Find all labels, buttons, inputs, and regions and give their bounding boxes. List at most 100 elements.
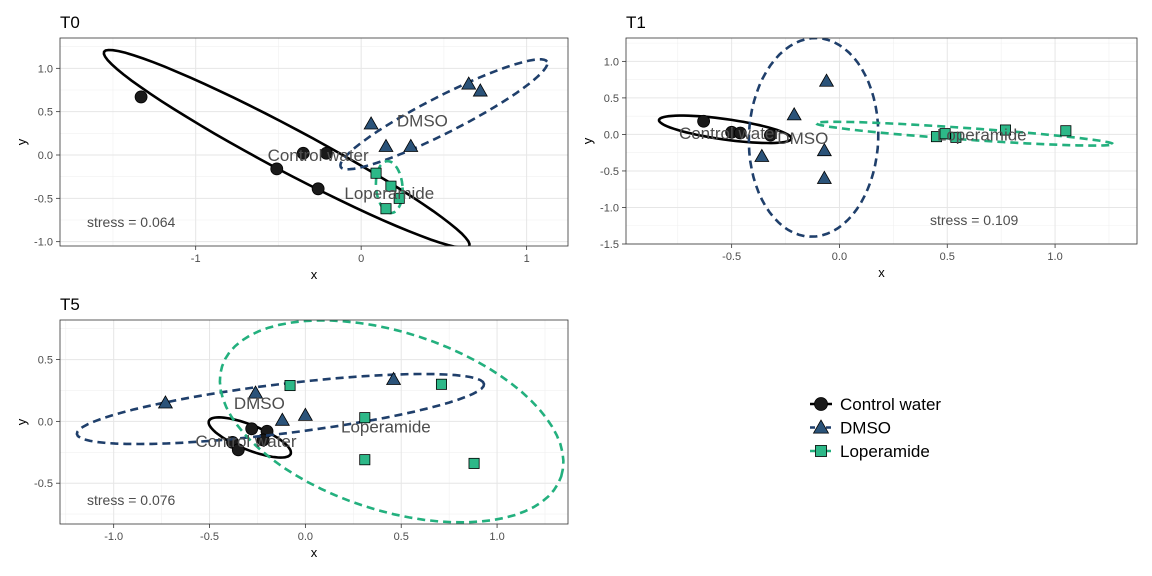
y-axis-label: y (14, 418, 29, 425)
point-loperamide (950, 131, 962, 143)
point-dmso (385, 371, 402, 385)
group-label-control-water: Control water (195, 432, 296, 451)
stress-label: stress = 0.076 (87, 492, 176, 508)
y-tick-label: -1.0 (600, 202, 619, 214)
y-tick-label: 0.5 (604, 93, 619, 105)
ellipse-dmso (747, 38, 880, 238)
group-label-dmso: DMSO (777, 129, 828, 148)
y-tick-label: -1.5 (600, 239, 619, 251)
group-label-loperamide: Loperamide (937, 125, 1027, 144)
point-control-water (733, 126, 747, 140)
group-label-dmso: DMSO (234, 394, 285, 413)
x-tick-label: 1.0 (489, 531, 504, 543)
legend-label-dmso: DMSO (840, 419, 891, 438)
ellipse-dmso (339, 58, 549, 171)
point-loperamide (999, 124, 1011, 136)
point-loperamide (385, 180, 397, 192)
group-label-loperamide: Loperamide (344, 184, 434, 203)
point-dmso (461, 76, 477, 90)
panel-t5: -1.0 -0.5 0.0 0.5 1.0 -0.5 0.0 0.5 Control water… (14, 295, 569, 560)
point-dmso (247, 385, 264, 399)
panel-title: T0 (60, 13, 80, 32)
panel-border (625, 37, 1138, 245)
ellipse-loperamide (218, 320, 565, 524)
ellipse-control-water (657, 114, 793, 145)
y-tick-label: 1.0 (38, 63, 53, 75)
point-dmso (157, 395, 174, 409)
legend: Control water DMSO Loperamide (810, 395, 941, 461)
group-label-control-water: Control water (268, 146, 369, 165)
point-loperamide (435, 378, 447, 390)
legend-key-triangle (812, 419, 830, 434)
point-dmso (816, 170, 832, 184)
point-control-water (320, 146, 333, 160)
plot-area (626, 38, 1137, 244)
point-dmso (363, 116, 379, 130)
point-control-water (134, 90, 148, 104)
legend-label-control-water: Control water (840, 395, 941, 414)
point-dmso (786, 106, 802, 121)
data-layer: Control water DMSO Loperamide (102, 48, 549, 246)
point-loperamide (359, 454, 371, 466)
group-label-loperamide: Loperamide (341, 417, 431, 436)
panel-t1: -0.5 0.0 0.5 1.0 -1.5 -1.0 -0.5 0.0 0.5 1.0 Contro… (580, 13, 1138, 280)
point-control-water (270, 162, 284, 176)
x-tick-label: -1.0 (104, 531, 123, 543)
point-control-water (231, 443, 245, 457)
y-tick-label: 0.0 (604, 129, 619, 141)
x-tick-label: -0.5 (200, 531, 219, 543)
point-control-water (697, 114, 711, 128)
panel-title: T1 (626, 13, 646, 32)
x-tick-label: 0.5 (394, 531, 409, 543)
ellipse-loperamide (814, 120, 1115, 147)
y-tick-label: 0.5 (38, 355, 53, 367)
legend-label-loperamide: Loperamide (840, 442, 930, 461)
ellipse-dmso (75, 372, 486, 446)
point-dmso (818, 73, 835, 87)
panel-title: T5 (60, 295, 80, 314)
point-dmso (472, 83, 488, 97)
y-tick-label: -1.0 (34, 237, 53, 249)
point-control-water (311, 182, 325, 196)
point-dmso (754, 148, 770, 162)
stress-label: stress = 0.109 (930, 212, 1019, 228)
x-tick-label: 1 (524, 253, 530, 265)
legend-key-circle (814, 397, 828, 411)
x-axis-label: x (878, 265, 885, 280)
point-dmso (816, 142, 832, 157)
x-tick-label: 0 (358, 253, 364, 265)
x-tick-label: -1 (191, 253, 201, 265)
x-tick-label: 0.5 (940, 251, 955, 263)
panel-t0: -1 0 1 -1.0 -0.5 0.0 0.5 1.0 Control water DMSO Lo… (14, 13, 569, 282)
point-dmso (403, 138, 419, 152)
point-loperamide (939, 128, 951, 140)
group-label-dmso: DMSO (397, 111, 448, 130)
x-axis-label: x (311, 267, 318, 282)
point-control-water (764, 128, 777, 142)
point-control-water (296, 146, 310, 160)
point-dmso (274, 412, 290, 426)
point-loperamide (284, 380, 296, 392)
y-tick-label: 0.0 (38, 416, 53, 428)
y-tick-label: -0.5 (600, 166, 619, 178)
point-loperamide (468, 457, 480, 469)
point-control-water (245, 422, 259, 436)
legend-key-square (815, 445, 827, 457)
y-axis-label: y (14, 138, 29, 145)
plot-area (60, 320, 568, 524)
stress-label: stress = 0.064 (87, 214, 176, 230)
x-tick-label: 0.0 (298, 531, 313, 543)
panel-border (59, 319, 569, 525)
y-axis-label: y (580, 137, 595, 144)
panel-border (59, 37, 569, 247)
group-label-control-water: Control water (679, 124, 780, 143)
point-dmso (297, 407, 313, 421)
x-axis-label: x (311, 545, 318, 560)
point-loperamide (380, 203, 392, 215)
plot-area (60, 38, 568, 246)
x-tick-label: 0.0 (832, 251, 847, 263)
y-tick-label: 0.0 (38, 150, 53, 162)
point-loperamide (393, 192, 405, 204)
